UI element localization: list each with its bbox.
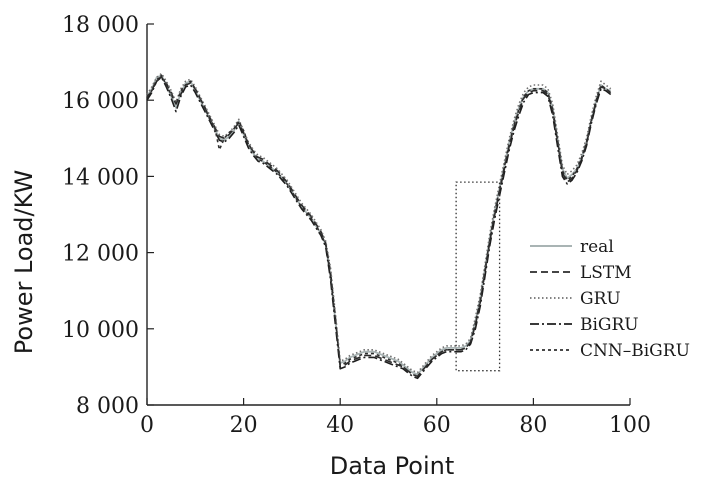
annotation (455, 181, 501, 372)
y-tick-label: 12 000 (62, 242, 139, 267)
x-ticks: 0 20 40 60 80 100 (140, 398, 651, 438)
legend-label: LSTM (580, 263, 632, 283)
series-line-lstm (146, 76, 612, 378)
legend-label: real (580, 237, 614, 257)
legend: real LSTM GRU BiGRU CNN–BiGRU (530, 237, 690, 361)
x-tick-label: 40 (326, 413, 354, 438)
x-tick-label: 100 (609, 413, 651, 438)
y-tick-label: 14 000 (62, 165, 139, 190)
highlight-box (455, 181, 501, 372)
x-tick-label: 0 (140, 413, 154, 438)
x-axis-label: Data Point (330, 452, 455, 479)
x-tick-label: 60 (423, 413, 451, 438)
y-tick-label: 8 000 (76, 394, 139, 419)
y-axis-label-group: Power Load/KW (10, 170, 38, 354)
y-tick-label: 18 000 (62, 13, 139, 38)
series-line-real (146, 74, 612, 376)
x-tick-label: 80 (519, 413, 547, 438)
y-tick-label: 10 000 (62, 318, 139, 343)
axes (146, 24, 630, 406)
legend-label: CNN–BiGRU (580, 341, 690, 361)
y-tick-label: 16 000 (62, 89, 139, 114)
series-line-bigru (146, 76, 612, 380)
series-line-cnn-bigru (146, 74, 612, 378)
series-line-gru (146, 72, 612, 374)
series-lines (146, 72, 612, 380)
y-ticks: 8 000 10 000 12 000 14 000 16 000 18 000 (62, 13, 154, 419)
y-axis-label: Power Load/KW (10, 170, 38, 354)
legend-label: BiGRU (580, 315, 639, 335)
x-tick-label: 20 (230, 413, 258, 438)
legend-label: GRU (580, 289, 621, 309)
